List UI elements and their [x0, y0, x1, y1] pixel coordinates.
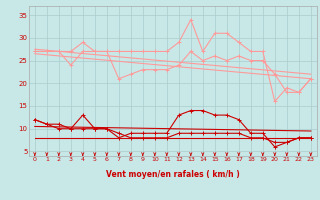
X-axis label: Vent moyen/en rafales ( km/h ): Vent moyen/en rafales ( km/h ): [106, 170, 240, 179]
